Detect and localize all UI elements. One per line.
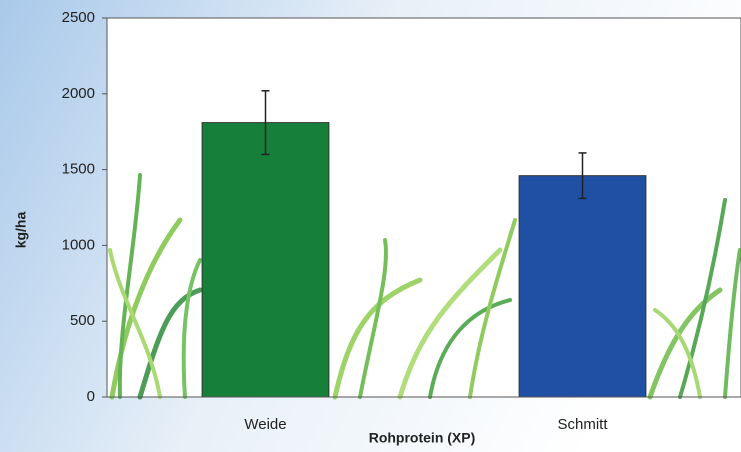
y-tick-label: 0 bbox=[87, 388, 95, 405]
x-tick-label: Schmitt bbox=[557, 416, 608, 433]
y-tick-label: 2500 bbox=[62, 9, 95, 26]
x-tick-label: Weide bbox=[244, 416, 286, 433]
y-tick-label: 1000 bbox=[62, 236, 95, 253]
y-tick-label: 500 bbox=[70, 312, 95, 329]
y-axis-label: kg/ha bbox=[13, 212, 29, 249]
bar bbox=[202, 123, 329, 397]
y-tick-label: 1500 bbox=[62, 161, 95, 178]
chart: kg/ha Rohprotein (XP) 0 500 1000 1500 2000 25… bbox=[0, 0, 741, 452]
bar bbox=[519, 176, 646, 397]
x-axis-label: Rohprotein (XP) bbox=[369, 430, 476, 446]
y-tick-label: 2000 bbox=[62, 85, 95, 102]
